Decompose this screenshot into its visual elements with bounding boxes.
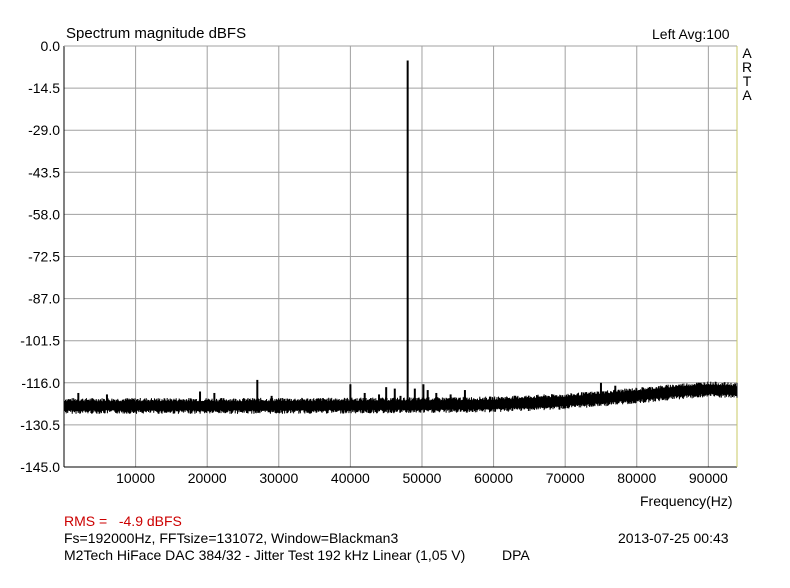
arta-brand: A R T A <box>740 46 754 102</box>
y-tick-label: -58.0 <box>28 206 60 222</box>
x-tick-label: 90000 <box>689 470 728 486</box>
channel-avg-label: Left Avg:100 <box>652 26 730 42</box>
y-tick-label: -14.5 <box>28 80 60 96</box>
brand-letter: T <box>742 73 752 89</box>
rms-readout: RMS = -4.9 dBFS <box>64 513 182 529</box>
x-tick-label: 80000 <box>617 470 656 486</box>
y-tick-label: -101.5 <box>20 333 60 349</box>
chart-title: Spectrum magnitude dBFS <box>66 25 247 42</box>
x-tick-label: 50000 <box>403 470 442 486</box>
x-tick-label: 20000 <box>188 470 227 486</box>
x-axis-label: Frequency(Hz) <box>640 493 733 509</box>
rms-value: -4.9 dBFS <box>118 513 182 529</box>
y-tick-label: 0.0 <box>41 38 61 54</box>
y-tick-label: -72.5 <box>28 249 60 265</box>
y-tick-label: -145.0 <box>20 459 60 475</box>
brand-letter: A <box>742 45 752 61</box>
x-tick-label: 40000 <box>331 470 370 486</box>
y-tick-label: -29.0 <box>28 122 60 138</box>
y-tick-label: -43.5 <box>28 164 60 180</box>
x-tick-label: 30000 <box>259 470 298 486</box>
measurement-tag: DPA <box>502 547 530 563</box>
y-tick-label: -116.0 <box>21 375 60 391</box>
x-tick-label: 10000 <box>116 470 155 486</box>
x-tick-label: 60000 <box>474 470 513 486</box>
timestamp: 2013-07-25 00:43 <box>618 530 729 546</box>
brand-letter: R <box>741 59 753 75</box>
x-tick-label: 70000 <box>546 470 585 486</box>
y-tick-label: -87.0 <box>28 291 60 307</box>
y-tick-label: -130.5 <box>20 417 60 433</box>
brand-letter: A <box>742 87 752 103</box>
device-description: M2Tech HiFace DAC 384/32 - Jitter Test 1… <box>64 547 466 563</box>
fft-parameters: Fs=192000Hz, FFTsize=131072, Window=Blac… <box>64 530 399 546</box>
rms-label: RMS = <box>64 513 108 529</box>
